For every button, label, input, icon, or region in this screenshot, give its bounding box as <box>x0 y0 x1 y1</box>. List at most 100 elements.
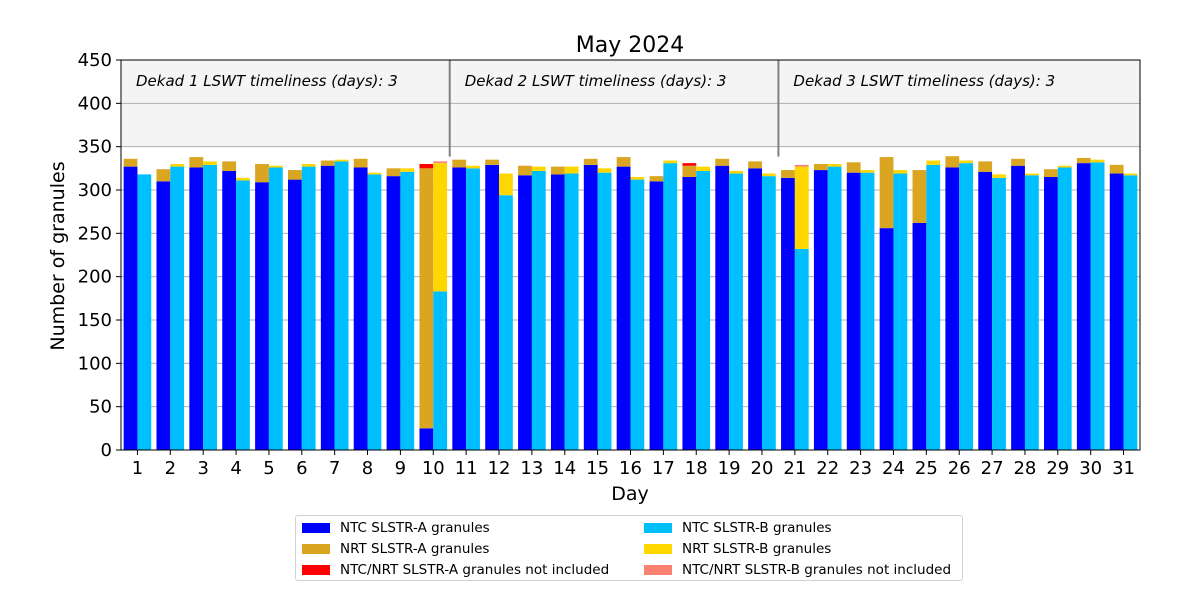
bar-segment <box>320 165 335 450</box>
bar-segment <box>813 170 828 451</box>
x-tick-label: 13 <box>520 458 543 479</box>
legend-item: NTC/NRT SLSTR-B granules not included <box>644 562 951 578</box>
bar-segment <box>649 181 664 451</box>
x-axis-ticks: 1 2 3 4 5 6 7 8 9 10 11 12 13 14 15 16 17 18 19 20 21 22 23 24 2… <box>132 450 1135 479</box>
bar-segment <box>761 176 776 450</box>
bar-segment <box>156 181 171 451</box>
x-tick-label: 20 <box>751 458 774 479</box>
legend-label: NRT SLSTR-B granules <box>682 541 832 557</box>
bar-segment <box>682 165 697 177</box>
y-tick-label: 400 <box>78 93 112 114</box>
x-tick-label: 4 <box>230 458 241 479</box>
bar-segment <box>203 164 217 450</box>
dekad-labels: Dekad 1 LSWT timeliness (days): 3 Dekad 2… <box>136 72 1055 90</box>
bar-segment <box>583 158 598 165</box>
bar-segment <box>123 166 138 450</box>
legend-label: NRT SLSTR-A granules <box>340 541 490 557</box>
bar-segment <box>1024 173 1039 176</box>
dekad-dividers <box>448 60 780 157</box>
x-tick-label: 25 <box>915 458 938 479</box>
bar-segment <box>1044 177 1058 450</box>
x-tick-label: 26 <box>948 458 971 479</box>
bar-segment <box>466 165 480 169</box>
bar-segment <box>334 159 349 162</box>
bar-segment <box>1123 173 1138 176</box>
bar-segment <box>564 173 579 451</box>
bar-segment <box>1076 157 1091 164</box>
bar-segment <box>452 159 467 168</box>
legend-label: NTC/NRT SLSTR-A granules not included <box>340 562 610 578</box>
legend: NTC SLSTR-A granules NRT SLSTR-A granules… <box>295 515 963 581</box>
legend-label: NTC SLSTR-A granules <box>340 520 490 536</box>
bar-segment <box>301 164 316 167</box>
y-tick-label: 300 <box>78 180 112 201</box>
bar-segment <box>879 157 894 229</box>
bar-segment <box>268 167 283 450</box>
x-tick-label: 23 <box>849 458 872 479</box>
y-tick-label: 200 <box>78 267 112 288</box>
bar-segment <box>564 166 579 174</box>
bar-segment <box>696 170 711 450</box>
bar-segment <box>170 164 185 167</box>
x-tick-label: 12 <box>488 458 511 479</box>
bar-segment <box>846 162 861 173</box>
bar-segment <box>255 164 269 183</box>
legend-label: NTC/NRT SLSTR-B granules not included <box>682 562 952 578</box>
x-axis-label: Day <box>611 483 649 505</box>
bar-segment <box>893 173 908 451</box>
bar-segment <box>485 164 500 450</box>
legend-swatch <box>644 523 672 533</box>
bar-segment <box>715 165 730 450</box>
bar-segment <box>597 172 612 450</box>
bar-segment <box>419 428 434 450</box>
bar-segment <box>813 164 828 171</box>
bar-segment <box>433 291 448 450</box>
bar-segment <box>945 167 960 450</box>
bar-segment <box>222 161 237 171</box>
x-tick-label: 3 <box>197 458 208 479</box>
y-tick-label: 150 <box>78 310 112 331</box>
bar-segment <box>926 164 941 450</box>
bar-segment <box>597 168 612 173</box>
bar-segment <box>663 160 678 164</box>
y-tick-label: 450 <box>78 50 112 71</box>
x-tick-label: 18 <box>685 458 708 479</box>
bar-segment <box>301 166 316 450</box>
bar-segment <box>992 174 1006 178</box>
x-tick-label: 28 <box>1013 458 1036 479</box>
dekad-label: Dekad 1 LSWT timeliness (days): 3 <box>136 72 398 90</box>
x-tick-label: 2 <box>165 458 176 479</box>
x-tick-label: 7 <box>329 458 340 479</box>
bar-segment <box>1076 163 1091 450</box>
bar-segment <box>189 167 204 450</box>
x-tick-label: 11 <box>455 458 478 479</box>
bar-segment <box>715 158 730 166</box>
bars <box>123 156 1138 451</box>
x-tick-label: 17 <box>652 458 675 479</box>
bar-segment <box>400 168 415 172</box>
bar-segment <box>748 161 762 169</box>
bar-segment <box>1024 175 1039 450</box>
bar-segment <box>419 164 434 169</box>
x-tick-label: 10 <box>422 458 445 479</box>
bar-segment <box>419 168 434 429</box>
bar-segment <box>452 167 467 450</box>
bar-segment <box>1044 169 1058 177</box>
x-tick-label: 15 <box>586 458 609 479</box>
bar-segment <box>353 158 368 168</box>
bar-segment <box>137 174 152 450</box>
bar-segment <box>433 163 448 292</box>
bar-segment <box>386 176 401 450</box>
legend-swatch <box>302 565 330 575</box>
legend-label: NTC SLSTR-B granules <box>682 520 832 536</box>
bar-segment <box>1057 165 1072 168</box>
legend-swatch <box>644 565 672 575</box>
legend-swatch <box>644 544 672 554</box>
bar-segment <box>1011 165 1025 450</box>
bar-segment <box>222 170 237 450</box>
bar-segment <box>860 172 875 450</box>
x-tick-label: 8 <box>362 458 373 479</box>
x-tick-label: 24 <box>882 458 905 479</box>
bar-segment <box>630 179 645 450</box>
x-tick-label: 29 <box>1046 458 1069 479</box>
